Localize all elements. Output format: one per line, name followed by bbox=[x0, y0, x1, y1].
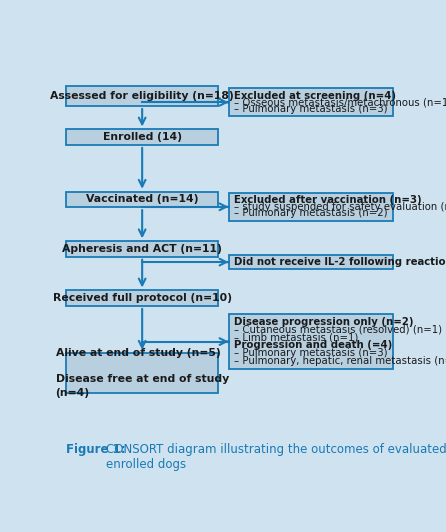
Text: Assessed for eligibility (n=18): Assessed for eligibility (n=18) bbox=[50, 91, 234, 101]
Text: – Pulmonary metastasis (n=3): – Pulmonary metastasis (n=3) bbox=[234, 104, 388, 114]
Text: Apheresis and ACT (n=11): Apheresis and ACT (n=11) bbox=[62, 244, 222, 254]
Text: Progression and death (=4): Progression and death (=4) bbox=[234, 340, 392, 350]
Bar bbox=[229, 255, 393, 270]
Text: Vaccinated (n=14): Vaccinated (n=14) bbox=[86, 194, 198, 204]
Text: Disease progression only (n=2): Disease progression only (n=2) bbox=[234, 317, 413, 327]
Bar bbox=[66, 129, 218, 145]
Text: – Pulmonary metastasis (n=2): – Pulmonary metastasis (n=2) bbox=[234, 209, 388, 218]
Bar bbox=[66, 86, 218, 106]
Text: CONSORT diagram illustrating the outcomes of evaluated and
enrolled dogs: CONSORT diagram illustrating the outcome… bbox=[106, 443, 446, 471]
Text: – Pulmonary metastasis (n=3): – Pulmonary metastasis (n=3) bbox=[234, 348, 388, 358]
Bar bbox=[66, 290, 218, 306]
Text: Excluded at screening (n=4): Excluded at screening (n=4) bbox=[234, 91, 396, 101]
Text: – study suspended for safety evaluation (n=1): – study suspended for safety evaluation … bbox=[234, 202, 446, 212]
Bar bbox=[229, 88, 393, 117]
Text: – Cutaneous metastasis (resolved) (n=1): – Cutaneous metastasis (resolved) (n=1) bbox=[234, 325, 442, 335]
Text: – Pulmonary, hepatic, renal metastasis (n=1): – Pulmonary, hepatic, renal metastasis (… bbox=[234, 356, 446, 366]
Text: – Osseous metastasis/metachronous (n=1): – Osseous metastasis/metachronous (n=1) bbox=[234, 97, 446, 107]
Text: Alive at end of study (n=5)

Disease free at end of study
(n=4): Alive at end of study (n=5) Disease free… bbox=[56, 348, 229, 397]
Text: – Limb metastasis (n=1): – Limb metastasis (n=1) bbox=[234, 332, 358, 343]
Text: Enrolled (14): Enrolled (14) bbox=[103, 132, 182, 142]
Text: Did not receive IL-2 following reaction (n=1): Did not receive IL-2 following reaction … bbox=[234, 257, 446, 267]
Bar bbox=[229, 314, 393, 369]
Bar bbox=[66, 192, 218, 207]
Bar bbox=[229, 193, 393, 221]
Text: Received full protocol (n=10): Received full protocol (n=10) bbox=[53, 293, 231, 303]
Bar bbox=[66, 241, 218, 257]
Text: Excluded after vaccination (n=3): Excluded after vaccination (n=3) bbox=[234, 195, 421, 205]
Text: Figure 1:: Figure 1: bbox=[66, 443, 126, 456]
Bar bbox=[66, 353, 218, 393]
